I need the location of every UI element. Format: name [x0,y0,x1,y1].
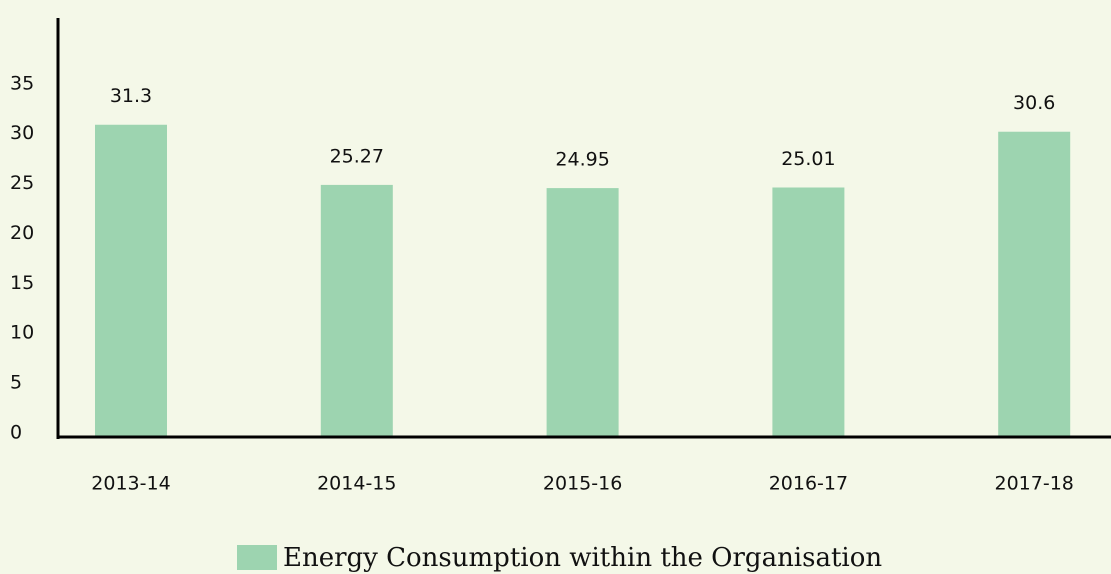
bar [772,187,845,437]
y-tick-label: 5 [10,372,22,394]
y-tick-label: 0 [10,422,22,444]
legend-swatch [237,545,277,570]
y-tick-label: 25 [10,172,34,194]
value-label: 25.01 [781,148,835,170]
x-tick-label: 2015-16 [543,473,622,495]
x-tick-label: 2014-15 [317,473,396,495]
x-tick-label: 2017-18 [995,473,1074,495]
legend-label: Energy Consumption within the Organisati… [283,543,882,573]
bar [546,188,619,437]
value-label: 31.3 [110,85,152,107]
x-tick-label: 2013-14 [91,473,170,495]
value-label: 25.27 [330,145,384,167]
y-tick-label: 30 [10,122,34,144]
bar [998,131,1071,437]
bar [320,184,393,437]
y-tick-label: 10 [10,322,34,344]
y-tick-label: 35 [10,72,34,94]
value-label: 24.95 [555,149,609,171]
y-tick-label: 15 [10,272,34,294]
value-label: 30.6 [1013,92,1055,114]
bar [95,124,167,437]
x-tick-label: 2016-17 [769,473,848,495]
y-tick-label: 20 [10,222,34,244]
